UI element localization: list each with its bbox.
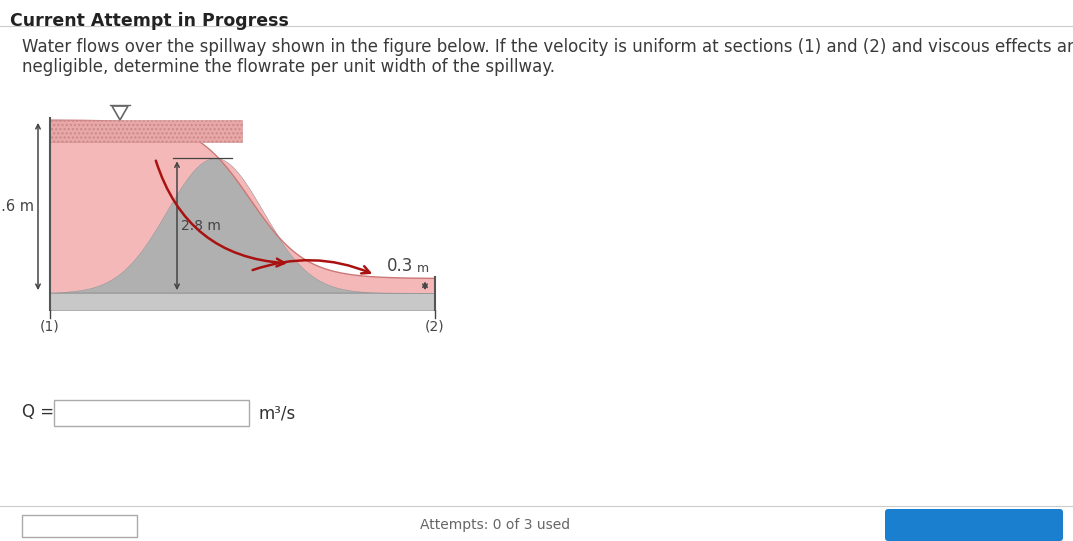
FancyBboxPatch shape xyxy=(54,400,249,426)
Text: Attempts: 0 of 3 used: Attempts: 0 of 3 used xyxy=(420,518,570,532)
Text: Q =: Q = xyxy=(23,403,54,421)
Text: negligible, determine the flowrate per unit width of the spillway.: negligible, determine the flowrate per u… xyxy=(23,58,555,76)
Text: (1): (1) xyxy=(40,320,60,334)
Text: 2.8 m: 2.8 m xyxy=(181,219,221,233)
Text: m³/s: m³/s xyxy=(259,404,296,422)
Bar xyxy=(50,120,242,142)
Polygon shape xyxy=(50,120,435,293)
FancyBboxPatch shape xyxy=(885,509,1063,541)
Text: Current Attempt in Progress: Current Attempt in Progress xyxy=(10,12,289,30)
Text: 0.3: 0.3 xyxy=(387,256,413,275)
Text: m: m xyxy=(417,262,429,275)
Text: (2): (2) xyxy=(425,320,445,334)
Bar xyxy=(50,293,435,310)
Text: 3.6 m: 3.6 m xyxy=(0,199,34,214)
Polygon shape xyxy=(50,159,435,293)
Text: Water flows over the spillway shown in the figure below. If the velocity is unif: Water flows over the spillway shown in t… xyxy=(23,38,1073,56)
FancyBboxPatch shape xyxy=(23,515,137,537)
Text: Submit: Submit xyxy=(941,516,1008,534)
